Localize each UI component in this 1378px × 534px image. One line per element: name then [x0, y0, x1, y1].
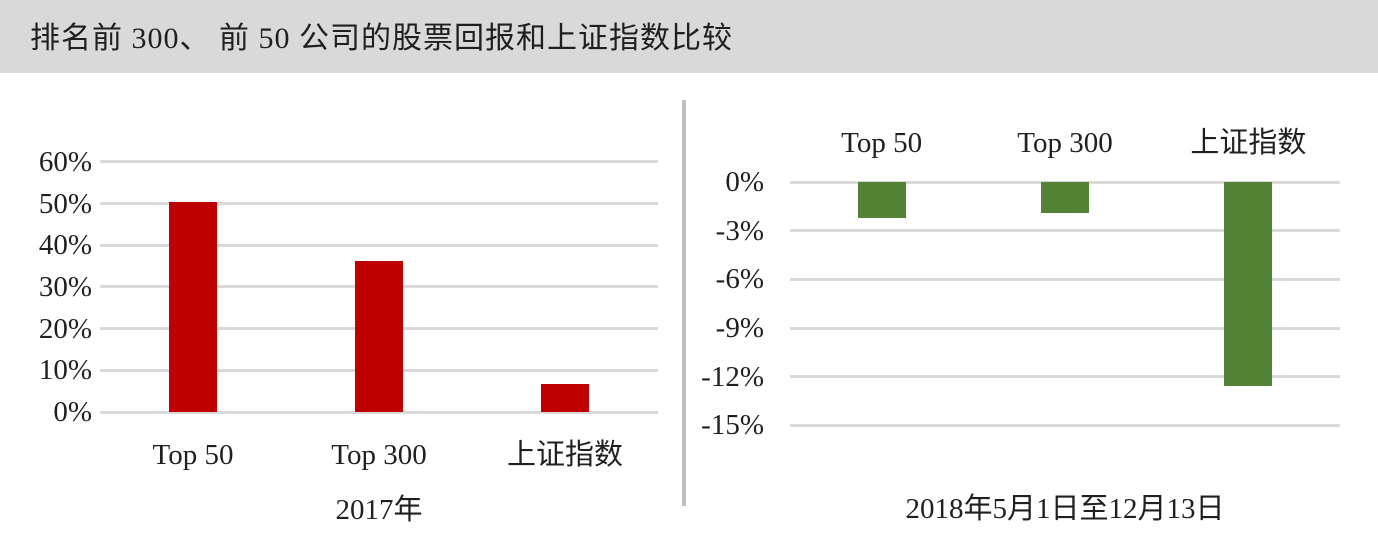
chart-title: 排名前 300、 前 50 公司的股票回报和上证指数比较 [30, 22, 733, 55]
y-axis-tick-label: 60% [38, 145, 92, 178]
y-axis-tick-label: 0% [53, 396, 92, 428]
bar-Top 50 [857, 182, 906, 218]
y-axis-tick-label: -6% [715, 263, 764, 296]
chart-divider-line [682, 100, 686, 506]
gridline--15% [790, 423, 1340, 427]
bar-上证指数 [541, 384, 589, 412]
category-label-上证指数: 上证指数 [1190, 127, 1307, 159]
y-axis-tick-label: -3% [715, 214, 764, 247]
category-label-上证指数: 上证指数 [506, 439, 623, 471]
category-label-Top 50: Top 50 [152, 439, 234, 471]
gridline-50% [100, 202, 658, 206]
gridline--6% [790, 277, 1340, 281]
gridline--3% [790, 229, 1340, 233]
y-axis-tick-label: 0% [725, 166, 764, 198]
x-axis-title: 2018年5月1日至12月13日 [905, 493, 1225, 525]
bar-Top 50 [169, 202, 217, 412]
y-axis-tick-label: -15% [701, 409, 764, 442]
gridline-60% [100, 160, 658, 164]
y-axis-tick-label: -9% [715, 312, 764, 345]
category-label-Top 50: Top 50 [841, 127, 923, 159]
gridline-0% [100, 410, 658, 414]
gridline-40% [100, 243, 658, 247]
gridline--12% [790, 375, 1340, 379]
bar-Top 300 [355, 260, 403, 412]
gridline--9% [790, 326, 1340, 330]
bar-上证指数 [1224, 182, 1273, 387]
y-axis-tick-label: 40% [38, 229, 92, 262]
bar-Top 300 [1041, 182, 1089, 213]
x-axis-title: 2017年 [335, 494, 423, 526]
y-axis-tick-label: -12% [701, 360, 764, 393]
category-label-Top 300: Top 300 [1017, 127, 1113, 159]
y-axis-tick-label: 10% [38, 354, 92, 387]
chart-title-bar: 排名前 300、 前 50 公司的股票回报和上证指数比较 [0, 0, 1378, 73]
y-axis-tick-label: 50% [38, 187, 92, 220]
y-axis-tick-label: 30% [38, 270, 92, 303]
category-label-Top 300: Top 300 [331, 439, 427, 471]
y-axis-tick-label: 20% [38, 312, 92, 345]
